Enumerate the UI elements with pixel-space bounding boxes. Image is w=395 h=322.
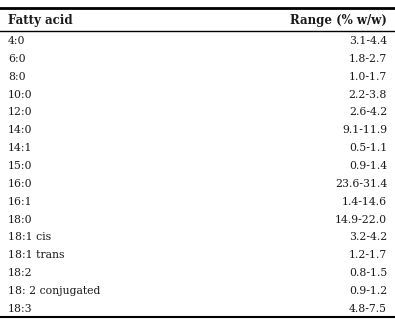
Text: 0.9-1.2: 0.9-1.2 [349, 286, 387, 296]
Text: 6:0: 6:0 [8, 54, 26, 64]
Text: 18:1 cis: 18:1 cis [8, 232, 51, 242]
Text: 10:0: 10:0 [8, 90, 32, 99]
Text: 1.8-2.7: 1.8-2.7 [349, 54, 387, 64]
Text: 0.8-1.5: 0.8-1.5 [349, 268, 387, 278]
Text: 14.9-22.0: 14.9-22.0 [335, 214, 387, 225]
Text: 12:0: 12:0 [8, 107, 32, 118]
Text: 18:3: 18:3 [8, 304, 32, 314]
Text: 18:2: 18:2 [8, 268, 32, 278]
Text: 1.4-14.6: 1.4-14.6 [342, 197, 387, 207]
Text: 3.2-4.2: 3.2-4.2 [349, 232, 387, 242]
Text: 1.2-1.7: 1.2-1.7 [349, 250, 387, 260]
Text: 4.8-7.5: 4.8-7.5 [349, 304, 387, 314]
Text: 2.2-3.8: 2.2-3.8 [349, 90, 387, 99]
Text: 9.1-11.9: 9.1-11.9 [342, 125, 387, 135]
Text: 4:0: 4:0 [8, 36, 25, 46]
Text: 1.0-1.7: 1.0-1.7 [349, 71, 387, 82]
Text: 8:0: 8:0 [8, 71, 26, 82]
Text: 18: 2 conjugated: 18: 2 conjugated [8, 286, 100, 296]
Text: 16:0: 16:0 [8, 179, 32, 189]
Text: 0.9-1.4: 0.9-1.4 [349, 161, 387, 171]
Text: 0.5-1.1: 0.5-1.1 [349, 143, 387, 153]
Text: 18:0: 18:0 [8, 214, 32, 225]
Text: Range (% w/w): Range (% w/w) [290, 14, 387, 27]
Text: 16:1: 16:1 [8, 197, 32, 207]
Text: 15:0: 15:0 [8, 161, 32, 171]
Text: 23.6-31.4: 23.6-31.4 [335, 179, 387, 189]
Text: 2.6-4.2: 2.6-4.2 [349, 107, 387, 118]
Text: Fatty acid: Fatty acid [8, 14, 73, 27]
Text: 18:1 trans: 18:1 trans [8, 250, 64, 260]
Text: 14:1: 14:1 [8, 143, 32, 153]
Text: 3.1-4.4: 3.1-4.4 [349, 36, 387, 46]
Text: 14:0: 14:0 [8, 125, 32, 135]
